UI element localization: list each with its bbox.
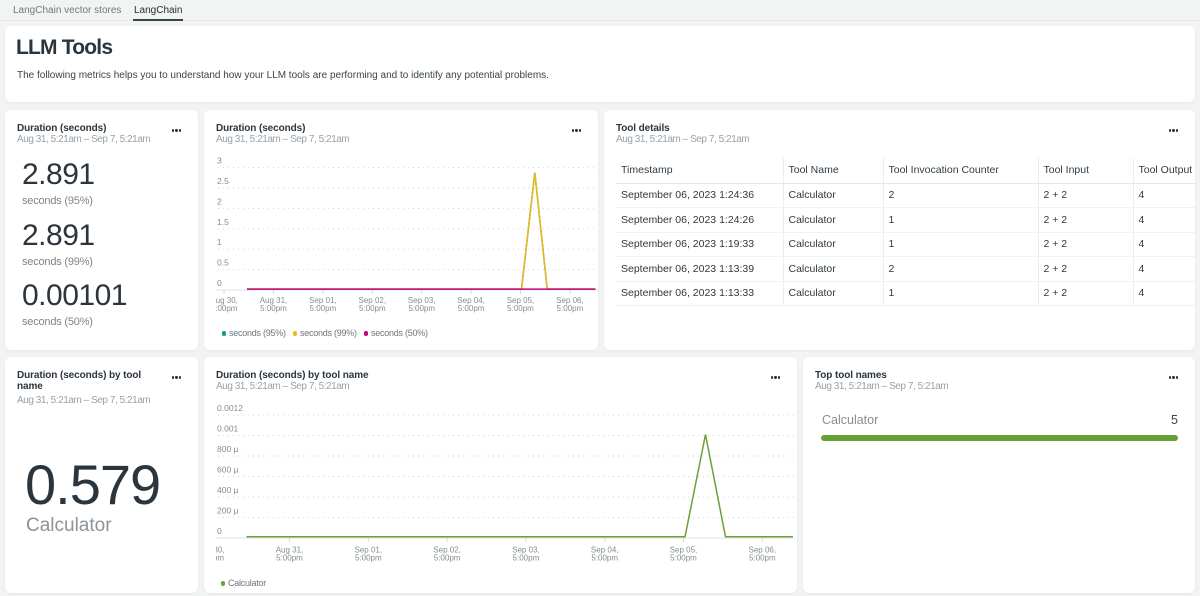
svg-text:Sep 02,5:00pm: Sep 02, 5:00pm [358,296,386,313]
svg-text:3: 3 [217,156,222,166]
svg-text:Sep 01,5:00pm: Sep 01, 5:00pm [309,296,337,313]
svg-text:2.5: 2.5 [217,176,229,186]
svg-text:200 µ: 200 µ [217,506,239,516]
svg-text:Aug 30,5:00pm: Aug 30,5:00pm [216,296,238,313]
svg-text:Aug 31,5:00pm: Aug 31, 5:00pm [275,546,303,563]
svg-text:600 µ: 600 µ [217,465,239,475]
svg-text:Sep 06,5:00pm: Sep 06, 5:00pm [556,296,584,313]
svg-text:Sep 02,5:00pm: Sep 02, 5:00pm [433,546,461,563]
svg-text:400 µ: 400 µ [217,485,239,495]
svg-text:800 µ: 800 µ [217,444,239,454]
svg-text:Sep 03,5:00pm: Sep 03, 5:00pm [512,546,540,563]
svg-text:Aug 30,5:00pm: Aug 30,5:00pm [216,546,224,563]
svg-text:2: 2 [217,196,222,206]
svg-text:Sep 01,5:00pm: Sep 01, 5:00pm [354,546,382,563]
svg-text:Aug 31,5:00pm: Aug 31, 5:00pm [259,296,287,313]
svg-text:Sep 04,5:00pm: Sep 04, 5:00pm [590,546,618,563]
svg-text:Sep 04,5:00pm: Sep 04, 5:00pm [457,296,485,313]
svg-text:0.5: 0.5 [217,258,229,268]
svg-text:0.0012: 0.0012 [217,403,243,413]
svg-text:Sep 05,5:00pm: Sep 05, 5:00pm [669,546,697,563]
svg-text:Sep 06,5:00pm: Sep 06, 5:00pm [748,546,776,563]
svg-text:Sep 03,5:00pm: Sep 03, 5:00pm [407,296,435,313]
svg-text:1.5: 1.5 [217,217,229,227]
svg-text:Sep 05,5:00pm: Sep 05, 5:00pm [506,296,534,313]
svg-text:0: 0 [217,526,222,536]
svg-text:0.001: 0.001 [217,424,239,434]
svg-text:0: 0 [217,278,222,288]
svg-text:1: 1 [217,237,222,247]
